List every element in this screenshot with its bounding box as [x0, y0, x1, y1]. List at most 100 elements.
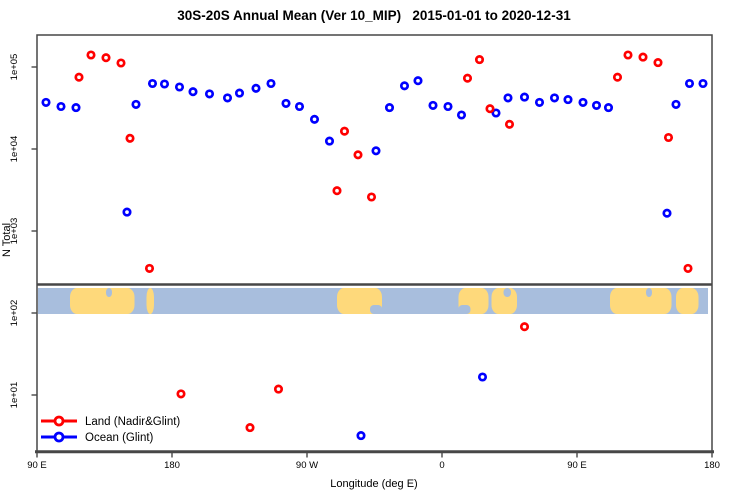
ocean-data-point	[534, 97, 545, 107]
land-data-point	[474, 55, 485, 65]
ocean-data-point	[384, 103, 395, 113]
ocean-data-point	[578, 97, 588, 107]
land-data-point	[663, 132, 674, 143]
ocean-data-point	[41, 97, 51, 107]
legend-item-land: Land (Nadir&Glint)	[41, 415, 180, 428]
map-strip-land	[676, 288, 699, 314]
land-points-layer	[74, 50, 693, 433]
ocean-data-point	[698, 78, 708, 89]
land-data-point	[74, 72, 84, 82]
ocean-data-point	[234, 88, 245, 98]
land-data-point	[519, 322, 530, 332]
land-data-point	[623, 50, 633, 60]
ocean-data-point	[71, 103, 81, 113]
ocean-data-point	[591, 100, 602, 110]
x-tick-label: 90 E	[27, 460, 47, 471]
map-strip-ocean-notch	[370, 305, 382, 314]
y-tick-label: 1e+02	[9, 300, 20, 327]
land-data-point	[273, 384, 284, 394]
land-data-point	[144, 263, 155, 273]
land-data-point	[116, 58, 126, 68]
map-strip-ocean-notch	[503, 288, 511, 297]
map-strip-ocean-notch	[106, 288, 112, 297]
legend: Land (Nadir&Glint) Ocean (Glint)	[41, 415, 180, 444]
ocean-data-point	[222, 93, 233, 103]
ocean-data-point	[281, 98, 291, 108]
land-data-point	[485, 104, 495, 114]
land-data-point	[612, 72, 623, 82]
ocean-data-point	[684, 78, 695, 89]
ocean-data-point	[491, 108, 501, 118]
ocean-data-point	[671, 99, 681, 109]
legend-item-ocean: Ocean (Glint)	[41, 431, 154, 444]
ocean-data-point	[413, 76, 423, 86]
ocean-data-point	[147, 78, 158, 89]
ocean-data-point	[603, 103, 614, 113]
ocean-data-point	[549, 93, 560, 103]
ocean-data-point	[159, 79, 170, 89]
land-data-point	[86, 50, 96, 60]
legend-ocean-marker-icon	[53, 431, 65, 443]
ocean-points-layer	[41, 76, 708, 441]
x-axis-ticks: 90 E 180 90 W 0 90 E 180	[27, 452, 720, 471]
ocean-data-point	[324, 136, 335, 146]
chart-title: 30S-20S Annual Mean (Ver 10_MIP) 2015-01…	[177, 8, 571, 23]
y-tick-label: 1e+05	[9, 54, 20, 81]
land-data-point	[366, 192, 377, 202]
map-strip-ocean-notch	[458, 305, 471, 314]
ocean-data-point	[131, 99, 141, 109]
map-strip-layer	[38, 288, 708, 314]
y-tick-label: 1e+01	[9, 382, 20, 409]
map-strip-land	[146, 288, 154, 314]
ocean-data-point	[356, 431, 366, 441]
ocean-data-point	[503, 93, 513, 103]
ocean-data-point	[294, 101, 305, 112]
x-tick-label: 90 E	[567, 460, 587, 471]
ocean-data-point	[56, 101, 66, 112]
ocean-data-point	[563, 95, 573, 105]
land-data-point	[653, 58, 663, 68]
map-strip-land	[70, 288, 135, 314]
ocean-data-point	[122, 207, 132, 217]
land-data-point	[683, 263, 693, 273]
ocean-data-point	[519, 92, 530, 102]
y-axis-ticks: 1e+05 1e+04 1e+03 1e+02 1e+01	[9, 54, 37, 409]
ocean-data-point	[204, 89, 215, 99]
ocean-data-point	[371, 146, 381, 156]
ocean-data-point	[188, 87, 198, 97]
land-data-point	[353, 150, 363, 160]
map-strip-ocean-notch	[646, 288, 652, 297]
ocean-data-point	[309, 114, 320, 124]
land-data-point	[245, 423, 255, 433]
x-axis-title: Longitude (deg E)	[330, 478, 417, 490]
y-tick-label: 1e+03	[9, 218, 20, 245]
ocean-data-point	[266, 78, 276, 89]
ocean-data-point	[443, 101, 453, 112]
plot-box-border	[36, 34, 713, 453]
land-data-point	[462, 73, 473, 83]
ocean-data-point	[399, 81, 410, 91]
land-data-point	[176, 389, 186, 399]
ocean-data-point	[456, 110, 467, 120]
x-tick-label: 180	[164, 460, 180, 471]
ocean-data-point	[428, 100, 438, 110]
land-data-point	[504, 119, 515, 129]
legend-ocean-label: Ocean (Glint)	[85, 432, 154, 444]
land-data-point	[339, 126, 350, 136]
x-tick-label: 0	[439, 460, 444, 471]
legend-land-marker-icon	[53, 415, 65, 427]
legend-land-label: Land (Nadir&Glint)	[85, 416, 180, 428]
plot-box-layer	[35, 34, 714, 454]
ocean-data-point	[477, 372, 488, 382]
ocean-data-point	[251, 83, 261, 93]
y-axis-title: N Total	[1, 223, 13, 257]
map-strip-land	[610, 288, 672, 314]
land-data-point	[101, 53, 111, 63]
land-data-point	[638, 52, 648, 62]
x-tick-label: 180	[704, 460, 720, 471]
land-data-point	[332, 186, 342, 196]
ocean-data-point	[662, 208, 672, 218]
y-tick-label: 1e+04	[9, 136, 20, 163]
